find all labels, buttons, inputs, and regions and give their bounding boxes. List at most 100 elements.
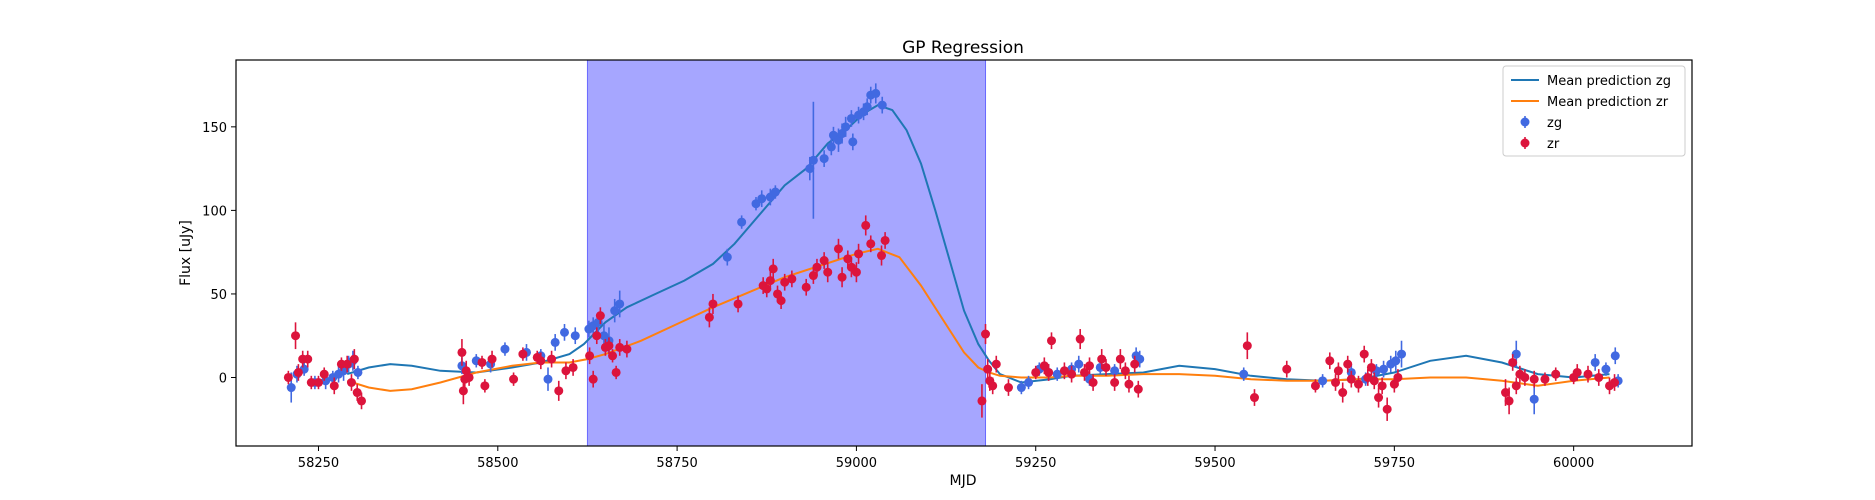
data-point-zr bbox=[768, 264, 778, 274]
data-point-zr bbox=[1583, 369, 1593, 379]
data-point-zr bbox=[1540, 374, 1550, 384]
data-point-zr bbox=[1551, 369, 1561, 379]
y-tick-label: 0 bbox=[219, 371, 227, 386]
data-point-zr bbox=[704, 312, 714, 322]
data-point-zg bbox=[1379, 364, 1389, 374]
data-point-zr bbox=[1110, 378, 1120, 388]
data-point-zr bbox=[1310, 381, 1320, 391]
legend-label: zg bbox=[1547, 116, 1562, 131]
data-point-zg bbox=[610, 306, 620, 316]
data-point-zr bbox=[291, 331, 301, 341]
data-point-zr bbox=[608, 351, 618, 361]
data-point-zr bbox=[346, 378, 356, 388]
data-point-zr bbox=[1594, 372, 1604, 382]
axes-frame bbox=[235, 59, 1693, 447]
chart-title: GP Regression bbox=[902, 38, 1024, 58]
data-point-zr bbox=[477, 357, 487, 367]
legend-label: Mean prediction zg bbox=[1547, 74, 1671, 89]
data-point-zg bbox=[846, 113, 856, 123]
data-point-zg bbox=[877, 100, 887, 110]
data-point-zr bbox=[812, 262, 822, 272]
data-point-zr bbox=[568, 362, 578, 372]
y-tick-label: 100 bbox=[202, 204, 227, 219]
y-axis-ticks: 0 50 100 150 bbox=[202, 121, 236, 386]
data-point-zr bbox=[1501, 388, 1511, 398]
data-point-zr bbox=[773, 289, 783, 299]
data-point-zr bbox=[1377, 381, 1387, 391]
data-point-zr bbox=[1374, 393, 1384, 403]
data-point-zr bbox=[464, 372, 474, 382]
data-point-zr bbox=[611, 367, 621, 377]
data-point-zg bbox=[833, 135, 843, 145]
legend-box bbox=[1502, 65, 1686, 157]
data-point-zr bbox=[1331, 378, 1341, 388]
data-point-zr bbox=[1075, 334, 1085, 344]
data-point-zg bbox=[808, 155, 818, 165]
data-point-zr bbox=[1333, 366, 1343, 376]
data-point-zr bbox=[1079, 367, 1089, 377]
data-point-zr bbox=[1115, 354, 1125, 364]
data-point-zg bbox=[500, 344, 510, 354]
data-point-zg bbox=[1511, 349, 1521, 359]
data-point-zr bbox=[595, 311, 605, 321]
y-tick-label: 50 bbox=[210, 288, 227, 303]
data-point-zr bbox=[1031, 367, 1041, 377]
data-point-zr bbox=[819, 256, 829, 266]
legend: Mean prediction zg Mean prediction zr zg zr bbox=[1502, 65, 1686, 157]
data-point-zr bbox=[1346, 374, 1356, 384]
data-point-zr bbox=[1249, 393, 1259, 403]
data-point-zr bbox=[283, 372, 293, 382]
highlight-region bbox=[586, 59, 987, 447]
data-point-zg bbox=[570, 331, 580, 341]
data-point-zr bbox=[1504, 396, 1514, 406]
data-point-zr bbox=[880, 235, 890, 245]
data-point-zr bbox=[780, 277, 790, 287]
data-point-zr bbox=[787, 274, 797, 284]
data-point-zr bbox=[1343, 359, 1353, 369]
plot-area bbox=[235, 59, 1693, 447]
data-point-zr bbox=[1508, 357, 1518, 367]
data-point-zg bbox=[819, 154, 829, 164]
data-point-zg bbox=[1239, 369, 1249, 379]
data-point-zr bbox=[851, 267, 861, 277]
data-point-zg bbox=[1601, 364, 1611, 374]
data-point-zr bbox=[854, 249, 864, 259]
x-tick-label: 58500 bbox=[477, 456, 518, 471]
data-point-zr bbox=[588, 374, 598, 384]
x-tick-label: 59750 bbox=[1374, 456, 1415, 471]
data-point-zg bbox=[1052, 369, 1062, 379]
data-point-zg bbox=[770, 187, 780, 197]
x-tick-label: 59500 bbox=[1194, 456, 1235, 471]
data-point-zg bbox=[841, 122, 851, 132]
data-point-zg bbox=[1074, 359, 1084, 369]
data-point-zr bbox=[352, 388, 362, 398]
x-tick-label: 58750 bbox=[656, 456, 697, 471]
data-point-zr bbox=[1393, 372, 1403, 382]
data-point-zr bbox=[329, 381, 339, 391]
data-point-zg bbox=[321, 376, 331, 386]
data-point-zg bbox=[559, 327, 569, 337]
data-point-zg bbox=[286, 383, 296, 393]
data-point-zg bbox=[826, 142, 836, 152]
data-point-zr bbox=[306, 378, 316, 388]
data-point-zr bbox=[1088, 378, 1098, 388]
data-point-zg bbox=[722, 252, 732, 262]
data-point-zr bbox=[801, 282, 811, 292]
data-point-zr bbox=[808, 271, 818, 281]
data-point-zr bbox=[1511, 381, 1521, 391]
data-point-zr bbox=[1282, 364, 1292, 374]
data-point-zr bbox=[776, 296, 786, 306]
data-point-zr bbox=[981, 329, 991, 339]
data-point-zr bbox=[1389, 379, 1399, 389]
data-point-zr bbox=[1242, 341, 1252, 351]
data-point-zg bbox=[1397, 349, 1407, 359]
data-point-zr bbox=[458, 386, 468, 396]
legend-point-swatch bbox=[1520, 138, 1530, 148]
data-point-zr bbox=[708, 299, 718, 309]
data-point-zr bbox=[1067, 369, 1077, 379]
data-point-zr bbox=[509, 374, 519, 384]
x-tick-label: 59250 bbox=[1015, 456, 1056, 471]
data-point-zg bbox=[353, 367, 363, 377]
data-point-zr bbox=[547, 354, 557, 364]
